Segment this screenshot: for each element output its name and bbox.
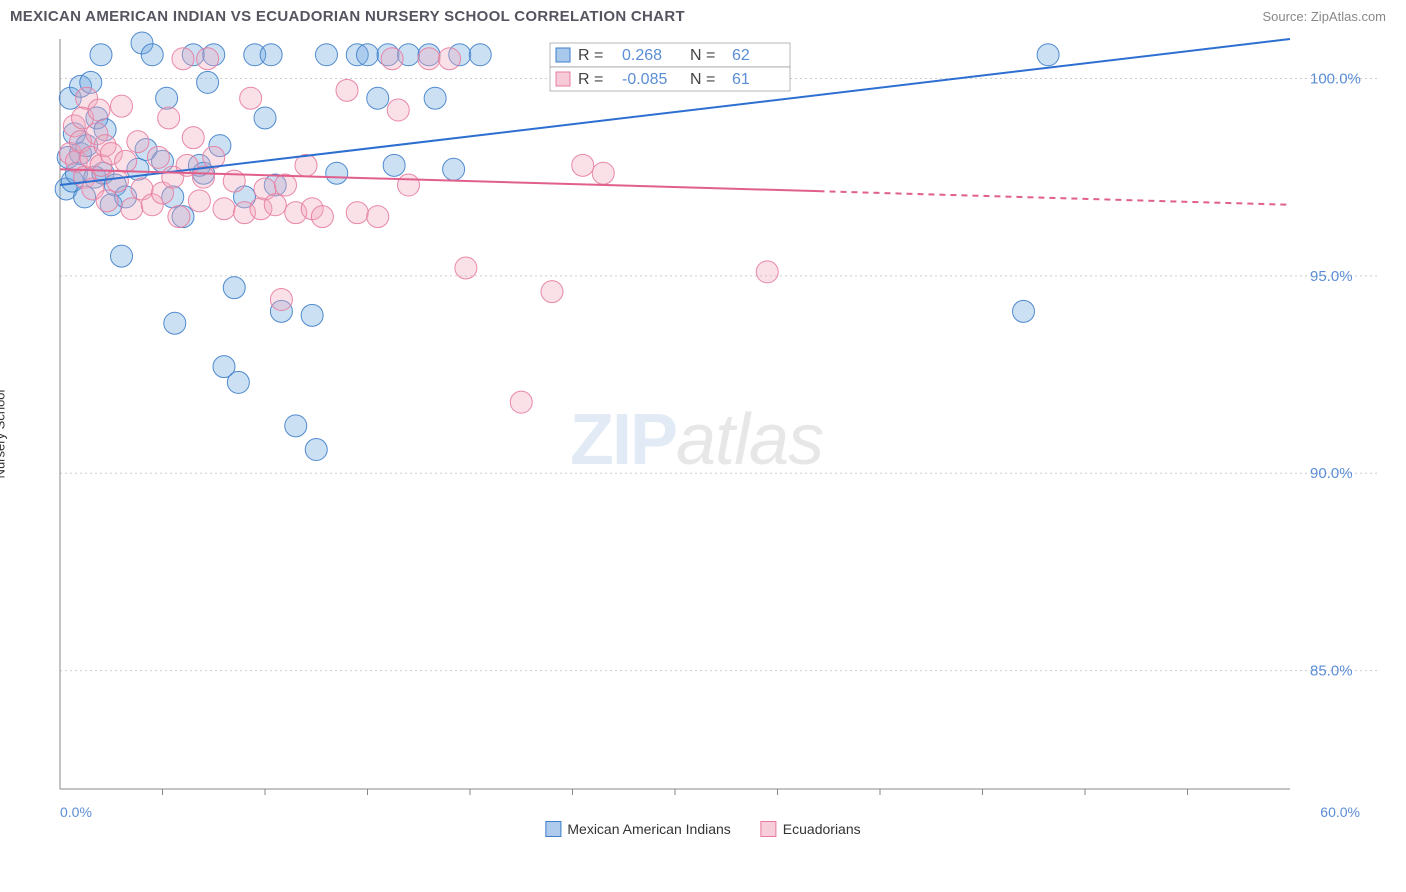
data-point	[1037, 44, 1059, 66]
legend-label: Mexican American Indians	[567, 821, 730, 837]
data-point	[367, 206, 389, 228]
legend-swatch	[556, 72, 570, 86]
data-point	[147, 146, 169, 168]
source-label: Source: ZipAtlas.com	[1262, 9, 1386, 24]
x-tick-label: 0.0%	[60, 804, 92, 819]
data-point	[383, 154, 405, 176]
data-point	[443, 158, 465, 180]
data-point	[398, 174, 420, 196]
data-point	[158, 107, 180, 129]
data-point	[240, 87, 262, 109]
data-point	[756, 261, 778, 283]
data-point	[439, 48, 461, 70]
data-point	[455, 257, 477, 279]
scatter-chart: 85.0% 90.0% 95.0% 100.0% 0.0% 60.0% R = 0.268 N …	[10, 29, 1396, 819]
stats-r-label: R =	[578, 47, 603, 64]
legend-swatch	[545, 821, 561, 837]
data-point	[182, 127, 204, 149]
data-point	[301, 304, 323, 326]
y-tick-label: 85.0%	[1310, 663, 1353, 680]
data-point	[469, 44, 491, 66]
data-point	[541, 281, 563, 303]
legend-item: Mexican American Indians	[545, 821, 730, 837]
data-point	[1013, 300, 1035, 322]
y-axis-label: Nursery School	[0, 390, 8, 479]
data-point	[168, 206, 190, 228]
data-point	[172, 48, 194, 70]
legend-swatch	[556, 48, 570, 62]
legend-bottom: Mexican American Indians Ecuadorians	[545, 821, 860, 837]
data-point	[592, 162, 614, 184]
data-point	[197, 71, 219, 93]
data-point	[572, 154, 594, 176]
y-tick-label: 95.0%	[1310, 268, 1353, 285]
data-point	[285, 415, 307, 437]
trend-line-dashed	[819, 191, 1291, 205]
stats-n-label: N =	[690, 71, 715, 88]
data-point	[346, 202, 368, 224]
data-point	[164, 312, 186, 334]
stats-n-value: 61	[732, 71, 750, 88]
data-point	[127, 131, 149, 153]
data-point	[88, 99, 110, 121]
legend-swatch	[761, 821, 777, 837]
data-point	[381, 48, 403, 70]
data-point	[270, 289, 292, 311]
data-point	[387, 99, 409, 121]
data-point	[357, 44, 379, 66]
data-point	[260, 44, 282, 66]
data-point	[213, 198, 235, 220]
data-point	[96, 190, 118, 212]
data-point	[227, 371, 249, 393]
data-point	[223, 277, 245, 299]
data-point	[141, 44, 163, 66]
legend-item: Ecuadorians	[761, 821, 861, 837]
data-point	[305, 439, 327, 461]
data-point	[197, 48, 219, 70]
data-point	[418, 48, 440, 70]
stats-r-label: R =	[578, 71, 603, 88]
data-point	[111, 95, 133, 117]
stats-r-value: -0.085	[622, 71, 667, 88]
data-point	[254, 107, 276, 129]
legend-label: Ecuadorians	[783, 821, 861, 837]
data-point	[90, 44, 112, 66]
data-point	[111, 245, 133, 267]
data-point	[115, 150, 137, 172]
y-tick-label: 90.0%	[1310, 465, 1353, 482]
chart-container: Nursery School 85.0%90.0%95.0%100.0%0.0%…	[10, 29, 1396, 839]
data-point	[121, 198, 143, 220]
y-tick-label: 100.0%	[1310, 70, 1361, 87]
data-point	[156, 87, 178, 109]
chart-title: MEXICAN AMERICAN INDIAN VS ECUADORIAN NU…	[10, 8, 685, 25]
stats-n-label: N =	[690, 47, 715, 64]
stats-n-value: 62	[732, 47, 750, 64]
data-point	[106, 170, 128, 192]
data-point	[311, 206, 333, 228]
data-point	[275, 174, 297, 196]
data-point	[336, 79, 358, 101]
data-point	[316, 44, 338, 66]
data-point	[510, 391, 532, 413]
data-point	[424, 87, 446, 109]
data-point	[367, 87, 389, 109]
data-point	[264, 194, 286, 216]
x-tick-label: 60.0%	[1320, 804, 1360, 819]
data-point	[188, 190, 210, 212]
stats-r-value: 0.268	[622, 47, 662, 64]
data-point	[326, 162, 348, 184]
